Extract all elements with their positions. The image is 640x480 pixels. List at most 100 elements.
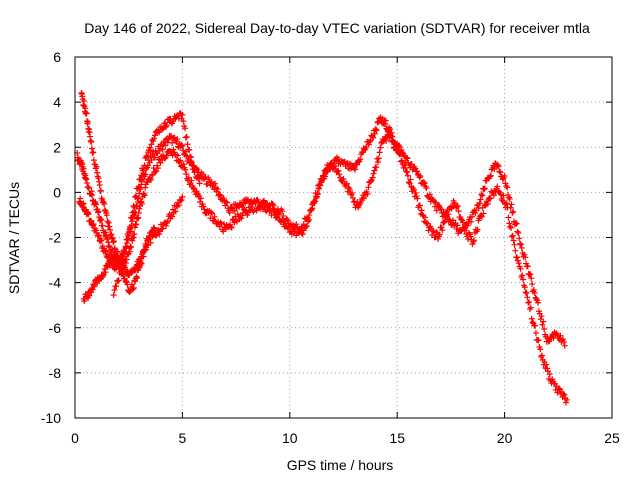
data-point xyxy=(181,125,188,132)
data-point xyxy=(88,218,95,225)
data-point xyxy=(300,227,307,234)
data-point xyxy=(103,233,110,240)
y-tick-label: 0 xyxy=(53,184,61,200)
data-point xyxy=(156,231,163,238)
data-point xyxy=(131,203,138,210)
data-point xyxy=(543,361,550,368)
data-point xyxy=(180,118,187,125)
data-point xyxy=(366,138,373,145)
data-point xyxy=(312,198,319,205)
data-point xyxy=(96,178,103,185)
data-point xyxy=(90,221,97,228)
data-point xyxy=(80,200,87,207)
data-point xyxy=(151,225,158,232)
data-point xyxy=(479,192,486,199)
data-point xyxy=(106,223,113,230)
data-point xyxy=(515,230,522,237)
data-point xyxy=(346,185,353,192)
data-point xyxy=(556,385,563,392)
data-point xyxy=(224,199,231,206)
data-point xyxy=(114,252,121,259)
data-point xyxy=(208,209,215,216)
data-point xyxy=(561,391,568,398)
data-point xyxy=(533,296,540,303)
data-point xyxy=(85,211,92,218)
data-point xyxy=(402,165,409,172)
data-point xyxy=(365,184,372,191)
data-point xyxy=(538,352,545,359)
data-point xyxy=(376,149,383,156)
data-point xyxy=(129,237,136,244)
data-point xyxy=(81,97,88,104)
data-point xyxy=(143,153,150,160)
data-point xyxy=(317,182,324,189)
data-point xyxy=(95,232,102,239)
data-point xyxy=(477,196,484,203)
y-tick-label: 2 xyxy=(53,139,61,155)
data-point xyxy=(137,259,144,266)
data-point xyxy=(159,126,166,133)
data-point xyxy=(553,330,560,337)
data-point xyxy=(299,231,306,238)
data-point xyxy=(93,201,100,208)
data-point xyxy=(163,222,170,229)
data-point xyxy=(163,122,170,129)
data-point xyxy=(537,346,544,353)
y-tick-label: 4 xyxy=(53,94,61,110)
data-point xyxy=(508,224,515,231)
data-point xyxy=(186,146,193,153)
data-point xyxy=(433,207,440,214)
data-point xyxy=(126,223,133,230)
y-tick-label: -2 xyxy=(49,230,62,246)
data-point xyxy=(132,221,139,228)
data-point xyxy=(107,262,114,269)
data-point xyxy=(194,190,201,197)
data-point xyxy=(83,176,90,183)
data-point xyxy=(138,260,145,267)
data-point xyxy=(272,214,279,221)
series-track-e xyxy=(110,110,203,299)
data-point xyxy=(503,200,510,207)
data-point xyxy=(319,177,326,184)
data-point xyxy=(526,299,533,306)
data-point xyxy=(361,195,368,202)
data-point xyxy=(123,256,130,263)
data-point xyxy=(82,175,89,182)
data-point xyxy=(151,132,158,139)
data-point xyxy=(422,214,429,221)
data-point xyxy=(413,168,420,175)
data-point xyxy=(162,142,169,149)
data-point xyxy=(382,120,389,127)
data-point xyxy=(87,190,94,197)
data-point xyxy=(519,272,526,279)
data-point xyxy=(510,237,517,244)
data-point xyxy=(481,185,488,192)
data-point xyxy=(416,174,423,181)
data-point xyxy=(511,241,518,248)
data-point xyxy=(433,229,440,236)
data-point xyxy=(180,161,187,168)
data-point xyxy=(133,273,140,280)
data-point xyxy=(508,233,515,240)
data-point xyxy=(524,263,531,270)
data-point xyxy=(174,152,181,159)
data-point xyxy=(134,214,141,221)
data-point xyxy=(192,165,199,172)
data-point xyxy=(120,255,127,262)
data-point xyxy=(336,171,343,178)
data-point xyxy=(78,159,85,166)
data-point xyxy=(195,175,202,182)
data-point xyxy=(187,154,194,161)
data-point xyxy=(169,213,176,220)
data-point xyxy=(504,184,511,191)
data-point xyxy=(372,126,379,133)
data-point xyxy=(293,221,300,228)
data-point xyxy=(217,191,224,198)
data-point xyxy=(340,176,347,183)
data-point xyxy=(88,145,95,152)
data-point xyxy=(90,157,97,164)
data-point xyxy=(174,136,181,143)
data-point xyxy=(190,184,197,191)
data-point xyxy=(269,205,276,212)
